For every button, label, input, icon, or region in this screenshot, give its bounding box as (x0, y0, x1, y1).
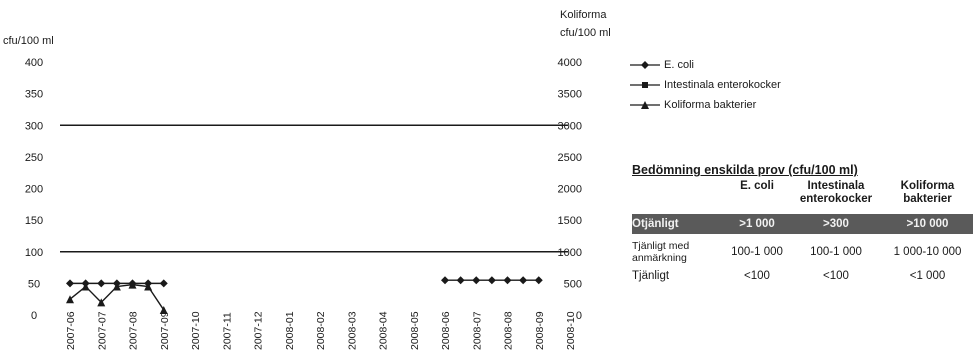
x-tick-label: 2007-08 (128, 311, 140, 350)
left-tick-label: 400 (25, 57, 43, 69)
left-tick-label: 300 (25, 120, 43, 132)
assessment-title: Bedömning enskilda prov (cfu/100 ml) (632, 163, 858, 177)
header-enterokocker: Intestinala enterokocker (799, 180, 873, 205)
left-tick-label: 250 (25, 152, 43, 164)
header-ecoli: E. coli (740, 180, 774, 192)
data-point (97, 298, 106, 307)
legend-item-koliforma: Koliforma bakterier (630, 95, 781, 115)
legend-label-enterokocker: Intestinala enterokocker (664, 79, 781, 91)
right-tick-label: 2500 (558, 152, 582, 164)
right-tick-label: 0 (576, 310, 582, 322)
right-tick-label: 500 (564, 278, 582, 290)
data-point (97, 279, 106, 288)
left-tick-label: 50 (28, 278, 40, 290)
reference-lines (60, 124, 568, 253)
data-point (159, 279, 168, 288)
row-tjanligt-med-anmarkning: Tjänligt med anmärkning 100-1 000 100-1 … (632, 238, 973, 266)
right-tick-label: 3000 (558, 120, 582, 132)
right-tick-label: 4000 (558, 57, 582, 69)
x-tick-label: 2007-12 (253, 311, 265, 350)
series-layer (66, 276, 543, 314)
left-y-axis: 0 50 100 150 200 250 300 350 400 (25, 57, 43, 322)
data-point (534, 276, 543, 285)
legend-item-enterokocker: Intestinala enterokocker (630, 75, 781, 95)
right-axis-title-line1: Koliforma (560, 9, 607, 21)
data-point (81, 282, 90, 291)
x-axis: 2007-06 2007-07 2007-08 2007-09 2007-10 2007-… (65, 311, 577, 350)
x-tick-label: 2008-10 (565, 311, 577, 350)
left-axis-title: cfu/100 ml (3, 35, 54, 47)
left-tick-label: 150 (25, 215, 43, 227)
data-point (159, 305, 168, 314)
x-tick-label: 2007-10 (190, 311, 202, 350)
row-label: Otjänligt (632, 218, 679, 230)
row-label: Tjänligt med anmärkning (632, 240, 690, 264)
x-tick-label: 2007-06 (65, 311, 77, 350)
data-point (487, 276, 496, 285)
row-value: 1 000-10 000 (893, 246, 962, 258)
x-tick-label: 2007-11 (221, 312, 233, 350)
assessment-table: Bedömning enskilda prov (cfu/100 ml) E. … (632, 163, 973, 286)
row-tjanligt: Tjänligt <100 <100 <1 000 (632, 266, 973, 286)
row-value: >300 (823, 218, 849, 230)
x-tick-label: 2008-05 (409, 311, 421, 350)
row-value: <1 000 (909, 270, 946, 282)
data-point (66, 279, 74, 288)
data-point (503, 276, 512, 285)
left-tick-label: 350 (25, 89, 43, 101)
x-tick-label: 2008-01 (284, 311, 296, 350)
x-tick-label: 2007-07 (96, 311, 108, 350)
right-y-axis: 0 500 1000 1500 2000 2500 3000 3500 4000 (558, 57, 582, 322)
data-point (144, 282, 153, 291)
data-point (128, 280, 137, 289)
row-value: <100 (744, 270, 770, 282)
left-tick-label: 200 (25, 184, 43, 196)
row-otjanligt: Otjänligt >1 000 >300 >10 000 (632, 214, 973, 234)
data-point (441, 276, 449, 285)
legend-label-koliforma: Koliforma bakterier (664, 99, 757, 111)
right-tick-label: 1000 (558, 247, 582, 259)
x-tick-label: 2008-08 (503, 311, 515, 350)
right-tick-label: 2000 (558, 184, 582, 196)
assessment-header-row: E. coli Intestinala enterokocker Kolifor… (632, 180, 973, 206)
x-tick-label: 2007-09 (159, 311, 171, 350)
diamond-marker-icon (630, 61, 660, 69)
data-point (519, 276, 528, 285)
data-point (472, 276, 481, 285)
row-value: 100-1 000 (731, 246, 783, 258)
square-marker-icon (630, 82, 660, 88)
header-koliforma: Koliforma bakterier (900, 180, 955, 205)
row-value: >1 000 (739, 218, 775, 230)
legend: E. coli Intestinala enterokocker Kolifor… (630, 55, 781, 115)
right-tick-label: 3500 (558, 89, 582, 101)
x-tick-label: 2008-02 (315, 311, 327, 350)
right-tick-label: 1500 (558, 215, 582, 227)
left-tick-label: 100 (25, 247, 43, 259)
row-value: >10 000 (906, 218, 949, 230)
header-empty (632, 180, 724, 206)
x-tick-label: 2008-06 (440, 311, 452, 350)
x-tick-label: 2008-09 (534, 311, 546, 350)
data-point (456, 276, 465, 285)
data-point (112, 282, 121, 291)
right-axis-title-line2: cfu/100 ml (560, 27, 611, 39)
data-point (66, 295, 74, 304)
legend-label-ecoli: E. coli (664, 59, 694, 71)
row-label: Tjänligt (632, 270, 670, 282)
triangle-marker-icon (630, 101, 660, 109)
row-value: 100-1 000 (810, 246, 862, 258)
x-tick-label: 2008-07 (471, 311, 483, 350)
left-tick-label: 0 (31, 310, 37, 322)
legend-item-ecoli: E. coli (630, 55, 781, 75)
water-quality-chart: cfu/100 ml Koliforma cfu/100 ml 0 50 100 15… (3, 9, 611, 350)
row-value: <100 (823, 270, 849, 282)
x-tick-label: 2008-04 (378, 311, 390, 350)
x-tick-label: 2008-03 (346, 311, 358, 350)
